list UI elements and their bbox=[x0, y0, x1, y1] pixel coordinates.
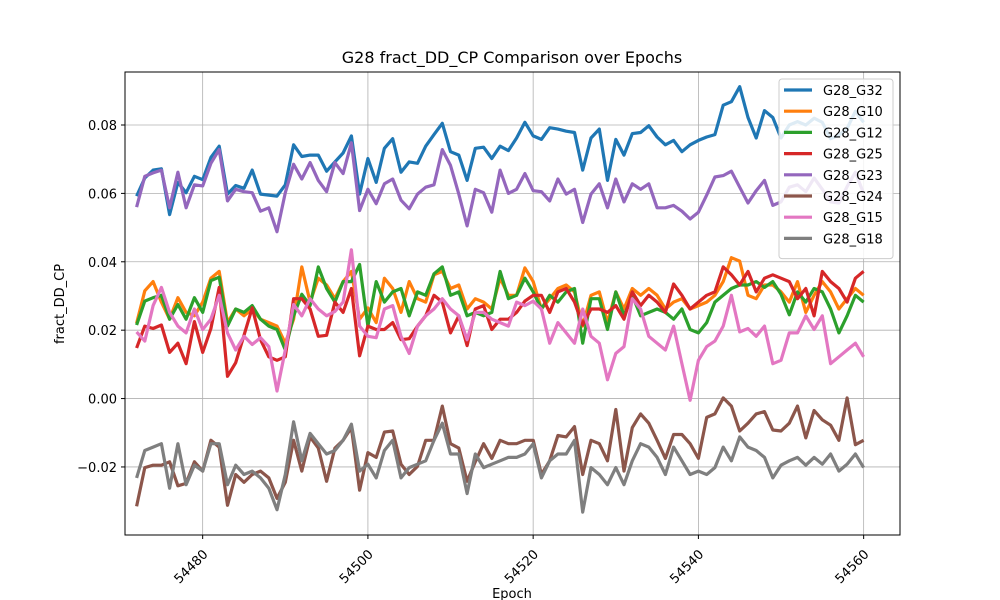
legend-label: G28_G32 bbox=[823, 84, 883, 99]
series-layer bbox=[135, 85, 866, 514]
y-tick-label: 0.06 bbox=[88, 187, 117, 202]
series-line-g28-g15 bbox=[135, 248, 865, 402]
legend-label: G28_G25 bbox=[823, 148, 883, 163]
y-tick-label: 0.00 bbox=[88, 393, 117, 408]
legend-box bbox=[778, 78, 894, 260]
plot-frame bbox=[124, 71, 901, 536]
y-tick-label: −0.02 bbox=[77, 461, 117, 476]
series-line-g28-g24 bbox=[135, 396, 865, 507]
legend-label: G28_G23 bbox=[823, 169, 883, 184]
legend-label: G28_G12 bbox=[823, 126, 883, 141]
legend-label: G28_G18 bbox=[823, 232, 883, 247]
series-line-g28-g25 bbox=[135, 265, 865, 378]
series-line-g28-g23 bbox=[135, 141, 866, 234]
legend-label: G28_G15 bbox=[823, 211, 883, 226]
grid bbox=[125, 72, 900, 535]
y-tick-label: 0.04 bbox=[88, 256, 117, 271]
y-axis-ticks: −0.02 0.00 0.02 0.04 0.06 0.08 bbox=[77, 119, 125, 476]
legend: G28_G32 G28_G10 G28_G12 G28_G25 G28_G23 G28_G… bbox=[778, 78, 894, 260]
x-axis-label: Epoch bbox=[492, 587, 532, 600]
series-line-g28-g12 bbox=[135, 262, 865, 352]
legend-label: G28_G10 bbox=[823, 105, 883, 120]
y-tick-label: 0.08 bbox=[88, 119, 117, 134]
legend-label: G28_G24 bbox=[823, 190, 883, 205]
chart-title: G28 fract_DD_CP Comparison over Epochs bbox=[342, 48, 682, 68]
series-line-g28-g18 bbox=[135, 420, 865, 514]
y-tick-label: 0.02 bbox=[88, 324, 117, 339]
series-line-g28-g32 bbox=[135, 85, 865, 217]
y-axis-label: fract_DD_CP bbox=[53, 264, 68, 344]
